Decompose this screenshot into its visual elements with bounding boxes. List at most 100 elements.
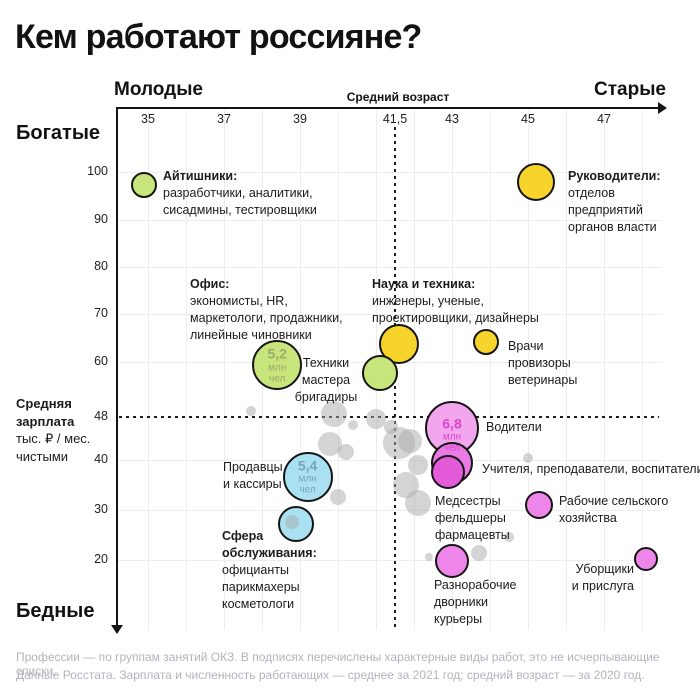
y-tick-label: 40 — [94, 452, 108, 466]
annotation-ofis: Офис: экономисты, HR, маркетологи, продажн… — [190, 276, 343, 344]
y-tick-label: 90 — [94, 212, 108, 226]
bubble-rukovoditeli — [516, 163, 555, 202]
annotation-raznorabochie: Разнорабочие дворники курьеры — [434, 577, 517, 628]
annotation-line: ветеринары — [508, 373, 578, 387]
gridline-vertical — [186, 110, 187, 630]
annotation-line: Водители — [486, 420, 542, 434]
x-tick-label: 35 — [141, 112, 155, 126]
annotation-line: хозяйства — [559, 511, 617, 525]
page-title: Кем работают россияне? — [15, 18, 422, 56]
x-axis-arrow-icon — [658, 102, 667, 114]
x-tick-label: 43 — [445, 112, 459, 126]
y-direction-poor-label: Бедные — [16, 600, 95, 622]
annotation-sfera: Сфера обслуживания: официанты парикмахеры ко… — [222, 528, 317, 613]
bubble-size-label-line: 5,4 — [297, 457, 318, 474]
bubble-nauka — [378, 323, 419, 364]
gridline-horizontal — [118, 172, 662, 173]
annotation-line: экономисты, HR, — [190, 294, 288, 308]
y-axis-line — [116, 107, 118, 626]
gridline-vertical — [528, 110, 529, 630]
bubble-ofis — [252, 340, 303, 391]
y-tick-label: 60 — [94, 354, 108, 368]
gray-bubble — [404, 490, 431, 516]
gridline-vertical — [642, 110, 643, 630]
x-tick-label: 39 — [293, 112, 307, 126]
gridline-vertical — [414, 110, 415, 630]
gridline-vertical — [452, 110, 453, 630]
annotation-nauka: Наука и техника: инженеры, ученые, проекти… — [372, 276, 539, 327]
annotation-line: мастера — [301, 373, 351, 387]
annotation-line: Уборщики — [575, 562, 634, 576]
bubble-prodavtsy — [282, 452, 333, 502]
footer-note-2: Данные Росстата. Зарплата и численность … — [16, 668, 645, 682]
y-tick-label: 20 — [94, 552, 108, 566]
bubble-rabochie — [525, 491, 554, 519]
bubble-uborshchiki — [633, 547, 658, 571]
gray-bubble — [321, 400, 348, 427]
annotation-uchitelya: Учителя, преподаватели, воспитатели — [482, 461, 700, 478]
annotation-line: Продавцы — [223, 460, 283, 474]
annotation-line: Учителя, преподаватели, воспитатели — [482, 462, 700, 476]
annotation-line: Айтишники: — [163, 169, 238, 183]
gridline-horizontal — [118, 510, 662, 511]
gray-bubble — [523, 452, 533, 463]
y-tick-label: 80 — [94, 259, 108, 273]
annotation-rukovoditeli: Руководители: отделов предприятий органов в… — [568, 168, 661, 236]
annotation-line: Сфера — [222, 529, 264, 543]
gridline-vertical — [148, 110, 149, 630]
gridline-vertical — [566, 110, 567, 630]
annotation-prodavtsy: Продавцы и кассиры — [223, 459, 283, 493]
y-tick-label: 48 — [94, 409, 108, 423]
y-axis-arrow-icon — [111, 625, 123, 634]
gridline-horizontal — [118, 267, 662, 268]
x-tick-label: 41,5 — [382, 112, 408, 126]
gridline-vertical — [338, 110, 339, 630]
gray-bubble — [245, 406, 256, 417]
bubble-aytishniki — [131, 171, 158, 198]
y-tick-label: 70 — [94, 306, 108, 320]
x-axis-title: Средний возраст — [346, 90, 450, 104]
annotation-line: и кассиры — [223, 477, 282, 491]
annotation-line: линейные чиновники — [190, 328, 312, 342]
bubble-medsestry — [431, 455, 466, 489]
bubble-size-label-ofis: 5,2 млн чел — [267, 346, 287, 384]
gray-bubble — [366, 409, 386, 430]
annotation-line: Разнорабочие — [434, 578, 517, 592]
bubble-size-label-line: млн — [442, 431, 462, 443]
y-axis-title-line: чистыми — [16, 448, 69, 464]
y-axis-title: Средняя зарплата тыс. ₽ / мес. чистыми — [16, 395, 90, 465]
bubble-size-label-line: млн — [268, 361, 287, 373]
annotation-voditeli: Водители — [486, 419, 542, 436]
avg-salary-reference-line — [119, 416, 659, 418]
bubble-size-label-line: чел — [269, 372, 286, 384]
gridline-vertical — [604, 110, 605, 630]
y-axis-title-line: тыс. ₽ / мес. — [16, 431, 91, 446]
bubble-size-label-line: чел — [299, 484, 316, 496]
annotation-line: и прислуга — [571, 579, 634, 593]
annotation-line: Врачи — [508, 339, 544, 353]
annotation-aytishniki: Айтишники: разработчики, аналитики, сисадм… — [163, 168, 317, 219]
bubble-size-label-prodavtsy: 5,4 млн чел — [297, 457, 318, 496]
bubble-size-label-line: млн — [298, 473, 317, 485]
annotation-line: фармацевты — [435, 528, 510, 542]
x-tick-label: 37 — [217, 112, 231, 126]
bubble-size-label-voditeli: 6,8 млн чел — [442, 415, 462, 453]
annotation-line: Руководители: — [568, 169, 661, 183]
annotation-vrachi: Врачи провизоры ветеринары — [508, 338, 577, 389]
annotation-line: обслуживания: — [222, 546, 317, 560]
gray-bubble — [337, 443, 354, 460]
annotation-line: курьеры — [434, 612, 483, 626]
gray-bubble — [470, 545, 487, 561]
x-axis-line — [117, 107, 660, 109]
gray-bubble — [407, 455, 428, 475]
gray-bubble-overlay — [285, 515, 300, 529]
bubble-size-label-line: 6,8 — [442, 415, 462, 432]
gray-bubble — [330, 489, 346, 505]
gray-bubble — [398, 428, 423, 453]
annotation-line: отделов — [568, 186, 615, 200]
annotation-line: бригадиры — [294, 390, 358, 404]
x-tick-label: 47 — [597, 112, 611, 126]
annotation-uborshchiki: Уборщики и прислуга — [572, 561, 634, 595]
gray-bubble — [348, 420, 359, 431]
